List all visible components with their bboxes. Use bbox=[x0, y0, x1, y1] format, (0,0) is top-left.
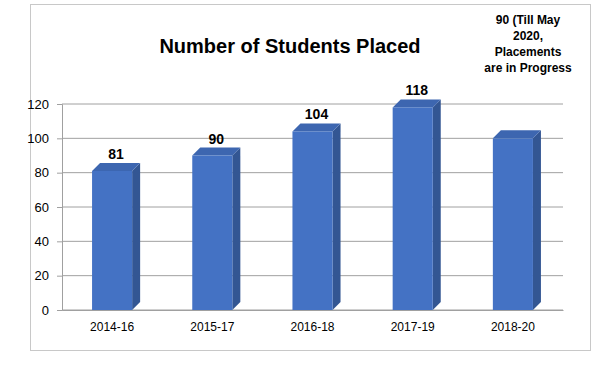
bar-side bbox=[333, 123, 341, 310]
y-axis-line bbox=[57, 105, 63, 311]
grid-line bbox=[62, 104, 563, 105]
x-tick-label: 2017-19 bbox=[391, 320, 435, 334]
data-label: 81 bbox=[108, 146, 124, 162]
x-axis: 2014-16 2015-17 2016-18 2017-19 2018-20 bbox=[63, 310, 564, 334]
bar-top bbox=[292, 123, 340, 131]
y-tick: 80 bbox=[35, 165, 62, 180]
bar-group bbox=[92, 163, 140, 310]
bar-group bbox=[192, 148, 240, 311]
bar-side bbox=[533, 130, 541, 310]
title: Number of Students Placed bbox=[159, 35, 420, 57]
x-tick-label: 2016-18 bbox=[290, 320, 334, 334]
y-tick-mark bbox=[57, 310, 62, 311]
bar-group bbox=[393, 99, 441, 310]
bar-top bbox=[192, 148, 240, 156]
bar bbox=[192, 156, 232, 311]
data-labels: 81 90 104 118 bbox=[108, 82, 428, 162]
y-tick: 60 bbox=[35, 200, 62, 215]
y-tick: 20 bbox=[35, 268, 62, 283]
x-tick-label: 2015-17 bbox=[190, 320, 234, 334]
x-axis-line bbox=[63, 310, 564, 311]
bar-group bbox=[292, 123, 340, 310]
x-tick-label: 2014-16 bbox=[90, 320, 134, 334]
y-tick-label: 80 bbox=[35, 165, 49, 180]
y-tick-label: 60 bbox=[35, 200, 49, 215]
bar bbox=[493, 138, 533, 310]
y-tick-mark bbox=[57, 276, 62, 277]
y-tick: 40 bbox=[35, 234, 62, 249]
bars bbox=[92, 99, 541, 310]
x-tick: 2018-20 bbox=[491, 310, 535, 334]
y-tick-label: 0 bbox=[42, 303, 49, 318]
y-tick-label: 40 bbox=[35, 234, 49, 249]
bar bbox=[292, 131, 332, 310]
bar-group bbox=[493, 130, 541, 310]
y-tick-label: 100 bbox=[27, 131, 49, 146]
bar-side bbox=[132, 163, 140, 310]
chart: 0 20 40 60 80 100 120 2014-16 2015-17 2016-18 2017… bbox=[0, 0, 603, 373]
bar-side bbox=[433, 99, 441, 310]
bar-top bbox=[493, 130, 541, 138]
annotation-line: 90 (Till May bbox=[496, 13, 561, 27]
y-tick-mark bbox=[57, 138, 62, 139]
x-tick-label: 2018-20 bbox=[491, 320, 535, 334]
x-tick: 2017-19 bbox=[391, 310, 435, 334]
y-tick-mark bbox=[57, 173, 62, 174]
bar bbox=[92, 171, 132, 310]
x-tick: 2014-16 bbox=[90, 310, 134, 334]
y-tick-mark bbox=[57, 207, 62, 208]
x-tick: 2016-18 bbox=[290, 310, 334, 334]
annotation-line: are in Progress bbox=[484, 61, 572, 75]
x-tick: 2015-17 bbox=[190, 310, 234, 334]
y-tick-mark bbox=[57, 104, 62, 105]
y-tick-label: 120 bbox=[27, 97, 49, 112]
y-tick: 100 bbox=[27, 131, 62, 146]
bar-top bbox=[393, 99, 441, 107]
y-tick-label: 20 bbox=[35, 268, 49, 283]
annotation: 90 (Till May 2020, Placements are in Progre… bbox=[484, 13, 572, 75]
chart-frame bbox=[31, 5, 591, 351]
bar-top bbox=[92, 163, 140, 171]
grid bbox=[62, 104, 563, 310]
data-label: 118 bbox=[405, 82, 428, 98]
data-label: 90 bbox=[209, 131, 225, 147]
annotation-line: Placements bbox=[495, 45, 562, 59]
y-axis: 0 20 40 60 80 100 120 bbox=[27, 97, 62, 318]
data-label: 104 bbox=[305, 106, 329, 122]
bar bbox=[393, 107, 433, 310]
y-tick-mark bbox=[57, 241, 62, 242]
annotation-line: 2020, bbox=[513, 29, 543, 43]
plot: 0 20 40 60 80 100 120 2014-16 2015-17 2016-18 2017… bbox=[27, 82, 563, 333]
y-tick: 0 bbox=[42, 303, 62, 318]
y-tick: 120 bbox=[27, 97, 62, 112]
bar-side bbox=[232, 148, 240, 311]
